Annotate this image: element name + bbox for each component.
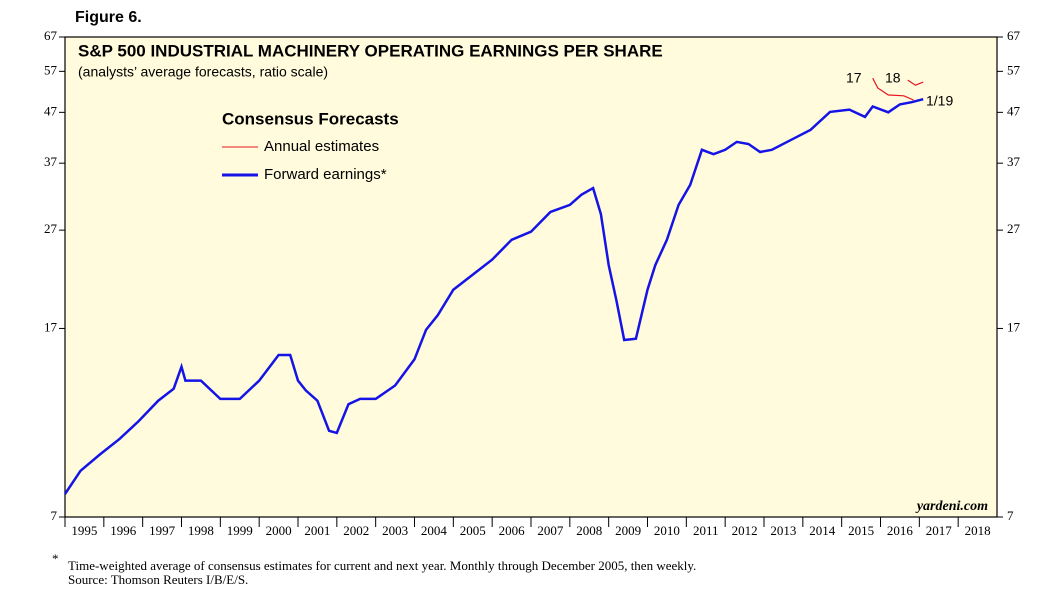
annotation: 17 — [846, 70, 862, 86]
x-tick-label: 2018 — [965, 523, 991, 538]
y-tick-label: 7 — [51, 508, 58, 523]
y-tick-label-right: 67 — [1007, 28, 1021, 43]
x-tick-label: 2016 — [887, 523, 914, 538]
y-tick-label-right: 47 — [1007, 103, 1021, 118]
y-tick-label-right: 17 — [1007, 319, 1021, 334]
x-tick-label: 1997 — [149, 523, 176, 538]
figure-label: Figure 6. — [75, 9, 142, 26]
x-tick-label: 2014 — [809, 523, 836, 538]
y-tick-label: 57 — [44, 62, 58, 77]
x-tick-label: 2008 — [576, 523, 602, 538]
chart-subtitle: (analysts’ average forecasts, ratio scal… — [78, 64, 328, 80]
y-tick-label-right: 57 — [1007, 62, 1021, 77]
x-tick-label: 1996 — [110, 523, 137, 538]
x-tick-label: 2002 — [343, 523, 369, 538]
y-tick-label: 47 — [44, 103, 58, 118]
x-tick-label: 2000 — [266, 523, 292, 538]
x-tick-label: 2003 — [382, 523, 408, 538]
x-tick-label: 2011 — [693, 523, 719, 538]
x-tick-label: 2004 — [421, 523, 448, 538]
x-tick-label: 2005 — [460, 523, 486, 538]
plot-area — [64, 36, 998, 518]
x-tick-label: 2017 — [926, 523, 953, 538]
source: Source: Thomson Reuters I/B/E/S. — [68, 572, 248, 587]
x-tick-label: 1999 — [227, 523, 253, 538]
x-tick-label: 2001 — [304, 523, 330, 538]
y-tick-label: 37 — [44, 154, 58, 169]
y-tick-label-right: 7 — [1007, 508, 1014, 523]
y-tick-label: 27 — [44, 221, 58, 236]
x-tick-label: 2012 — [732, 523, 758, 538]
series-line — [63, 97, 924, 495]
annotation: 1/19 — [926, 93, 953, 109]
chart-title: S&P 500 INDUSTRIAL MACHINERY OPERATING E… — [78, 41, 663, 60]
x-tick-label: 2010 — [654, 523, 680, 538]
legend-label: Forward earnings* — [264, 166, 387, 183]
y-tick-label-right: 37 — [1007, 154, 1021, 169]
footnote: Time-weighted average of consensus estim… — [68, 558, 696, 573]
x-tick-label: 2015 — [848, 523, 874, 538]
x-tick-label: 1995 — [71, 523, 97, 538]
y-tick-label: 67 — [44, 28, 58, 43]
legend-label: Annual estimates — [264, 138, 379, 155]
x-tick-label: 2013 — [770, 523, 796, 538]
footnote-marker: * — [52, 551, 59, 566]
watermark: yardeni.com — [915, 499, 988, 514]
x-tick-label: 2009 — [615, 523, 641, 538]
y-tick-label: 17 — [44, 319, 58, 334]
legend-title: Consensus Forecasts — [222, 109, 399, 128]
y-tick-label-right: 27 — [1007, 221, 1021, 236]
x-tick-label: 2007 — [537, 523, 564, 538]
x-tick-label: 2006 — [499, 523, 526, 538]
x-tick-label: 1998 — [188, 523, 214, 538]
series-line — [872, 77, 924, 101]
annotation: 18 — [885, 70, 901, 86]
